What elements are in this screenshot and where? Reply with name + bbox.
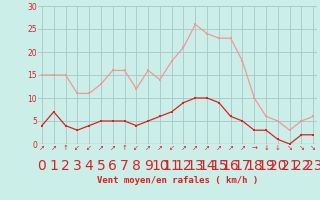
X-axis label: Vent moyen/en rafales ( km/h ): Vent moyen/en rafales ( km/h ) xyxy=(97,176,258,185)
